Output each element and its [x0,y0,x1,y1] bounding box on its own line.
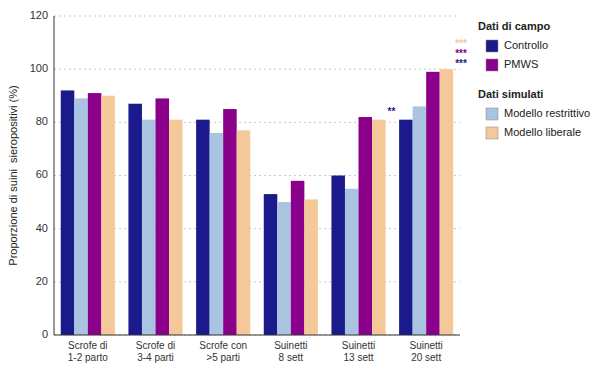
y-tick-label: 40 [36,222,48,234]
legend-group-title: Dati simulati [478,88,543,100]
annotation: *** [455,58,467,69]
bar [331,176,345,336]
legend-swatch [486,59,498,71]
bar [399,120,413,335]
bar [88,93,102,335]
bar [101,96,115,335]
bar [264,194,278,335]
y-axis [54,16,55,335]
y-tick-label: 20 [36,275,48,287]
y-tick-label: 0 [42,328,48,340]
bar [413,106,427,335]
legend-entry: Modello liberale [504,126,581,138]
bar [359,117,373,335]
x-tick-label: Suinetti20 sett [409,340,442,363]
bar [440,69,454,335]
bar [196,120,210,335]
bar [277,202,291,335]
bar [426,72,440,335]
x-tick-label: Scrofe di3-4 parti [136,340,175,363]
bar [61,90,75,335]
bar [128,104,142,335]
bar [304,199,318,335]
legend-entry: Modello restrittivo [504,107,590,119]
grid-line [54,69,460,70]
annotation: *** [455,38,467,49]
grid [54,16,460,335]
bar [223,109,237,335]
bar [291,181,305,335]
bars [61,69,453,335]
y-tick-label: 80 [36,115,48,127]
y-axis-label: Proporzione di suini sieropositivi (%) [7,85,19,265]
legend-entry: PMWS [504,58,538,70]
bar [156,98,170,335]
bar [345,189,359,335]
legend-swatch [486,127,498,139]
x-tick-label: Scrofe di1-2 parto [68,340,108,363]
annotation: ** [388,106,396,117]
x-tick-label: Suinetti13 sett [342,340,375,363]
y-tick-label: 100 [30,62,48,74]
legend: Dati di campo Controllo PMWS Dati simulati M… [478,20,590,139]
bar [237,130,251,335]
bar [372,120,386,335]
chart: 0 20 40 60 80 100 120 Scrofe di1-2 parto Scrofe … [0,0,610,377]
bar [169,120,183,335]
grid-line [54,335,460,336]
grid-line [54,16,460,17]
x-tick-label: Scrofe con>5 parti [199,340,247,363]
x-axis [54,335,460,336]
annotation: *** [455,48,467,59]
legend-group-title: Dati di campo [478,20,550,32]
bar [210,133,224,335]
legend-entry: Controllo [504,39,548,51]
legend-swatch [486,108,498,120]
bar [74,98,88,335]
legend-swatch [486,40,498,52]
bar [142,120,156,335]
y-tick-label: 120 [30,9,48,21]
x-tick-label: Suinetti8 sett [274,340,307,363]
y-tick-label: 60 [36,168,48,180]
